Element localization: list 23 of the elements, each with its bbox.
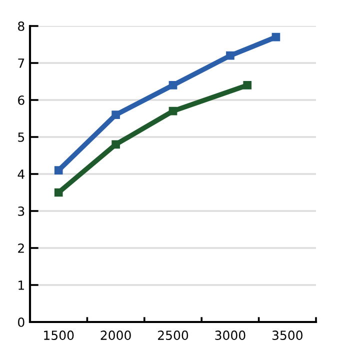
y-tick-label: 4: [18, 170, 24, 179]
point: [54, 188, 63, 197]
point: [54, 166, 63, 174]
y-tick-label: 1: [18, 280, 24, 290]
y-tick-label: 8: [18, 21, 24, 31]
point: [272, 32, 280, 42]
y-tick-label: 6: [18, 95, 24, 105]
point: [226, 51, 234, 60]
point: [168, 106, 178, 116]
x-tick-label: 2500: [158, 330, 188, 340]
y-tick-label: 0: [18, 317, 24, 327]
x-tick-label: 1500: [44, 330, 74, 340]
y-tick-label: 7: [18, 58, 24, 68]
point: [112, 140, 120, 149]
x-tick-label: 2000: [100, 330, 131, 340]
y-tick-label: 3: [18, 206, 24, 216]
x-tick-label: 3000: [215, 330, 246, 340]
point: [112, 110, 120, 119]
y-tick-label: 2: [18, 243, 24, 253]
y-tick-label: 5: [18, 132, 24, 142]
x-tick-label: 3500: [272, 330, 302, 340]
point: [243, 81, 252, 90]
point: [168, 81, 178, 90]
